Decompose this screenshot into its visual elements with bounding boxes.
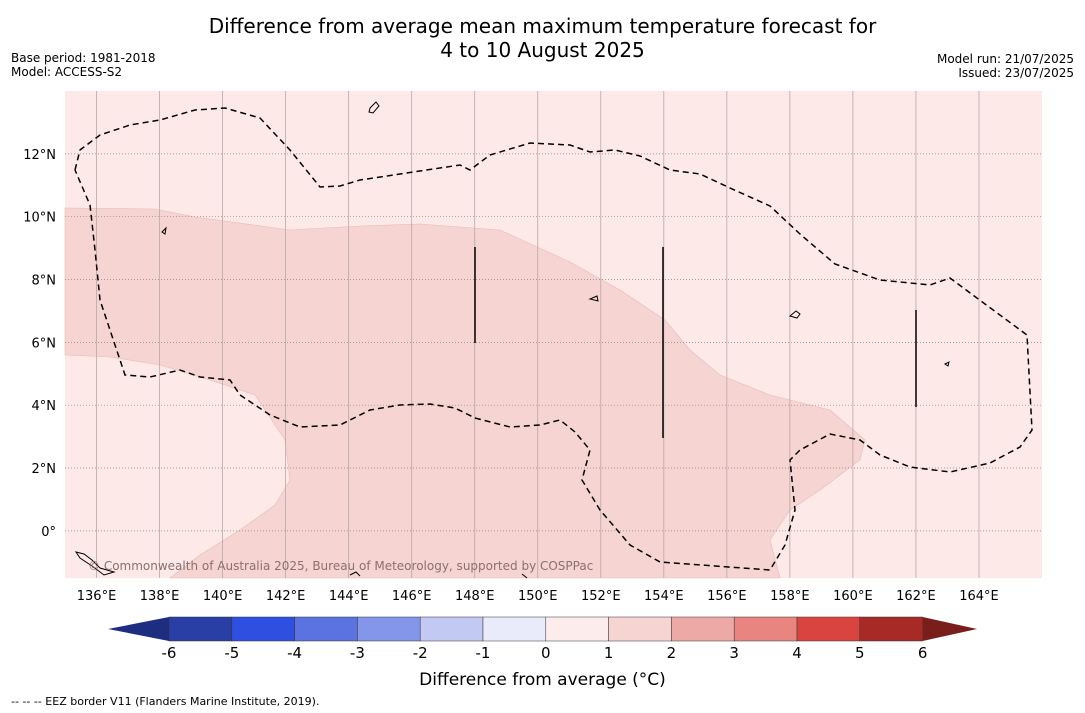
island-outline bbox=[944, 361, 950, 367]
longitude-tick-label: 156°E bbox=[707, 589, 747, 604]
colorbar-under-extend bbox=[108, 617, 169, 641]
title-line-1: Difference from average mean maximum tem… bbox=[208, 14, 877, 38]
longitude-tick-label: 142°E bbox=[266, 589, 306, 604]
base-period: Base period: 1981-2018 bbox=[11, 51, 156, 65]
longitude-tick-label: 138°E bbox=[140, 589, 180, 604]
boundary-lines bbox=[474, 247, 917, 438]
colorbar-tick-label: 5 bbox=[855, 644, 865, 662]
island-outline bbox=[74, 551, 116, 576]
model-name: Model: ACCESS-S2 bbox=[11, 65, 123, 79]
colorbar: -6 -5 -4 -3 -2 -1 0 1 2 3 4 5 6 bbox=[108, 616, 977, 662]
colorbar-tick-label: 1 bbox=[604, 644, 614, 662]
colorbar-swatch bbox=[796, 616, 861, 642]
longitude-tick-label: 162°E bbox=[896, 589, 936, 604]
latitude-tick-label: 4°N bbox=[32, 399, 57, 414]
colorbar-swatch bbox=[294, 616, 358, 642]
model-run: Model run: 21/07/2025 bbox=[936, 52, 1074, 66]
footnote: -- -- -- EEZ border V11 (Flanders Marine… bbox=[11, 695, 320, 708]
colorbar-swatch bbox=[482, 616, 547, 642]
colorbar-swatch bbox=[231, 616, 295, 642]
island-outline bbox=[521, 573, 528, 579]
longitude-tick-label: 146°E bbox=[392, 589, 432, 604]
island-outline bbox=[588, 295, 599, 302]
colorbar-swatch bbox=[168, 616, 233, 642]
island-outline bbox=[368, 101, 380, 114]
longitude-tick-label: 154°E bbox=[644, 589, 684, 604]
longitude-tick-label: 158°E bbox=[770, 589, 810, 604]
latitude-tick-label: 12°N bbox=[23, 148, 56, 163]
colorbar-tick-label: -4 bbox=[287, 644, 302, 662]
longitude-tick-label: 140°E bbox=[203, 589, 243, 604]
longitude-tick-label: 136°E bbox=[77, 589, 117, 604]
latitude-labels: 12°N 10°N 8°N 6°N 4°N 2°N 0° bbox=[23, 148, 56, 540]
issued-date: Issued: 23/07/2025 bbox=[958, 66, 1074, 80]
latitude-tick-label: 2°N bbox=[32, 462, 57, 477]
colorbar-tick-label: 2 bbox=[667, 644, 677, 662]
meta-left: Base period: 1981-2018 Model: ACCESS-S2 bbox=[11, 51, 156, 79]
colorbar-swatch bbox=[671, 616, 735, 642]
colorbar-swatch bbox=[608, 616, 672, 642]
island-outline bbox=[349, 571, 361, 577]
latitude-tick-label: 6°N bbox=[32, 336, 57, 351]
colorbar-swatch bbox=[733, 616, 798, 642]
colorbar-title: Difference from average (°C) bbox=[419, 670, 666, 690]
chart-title: Difference from average mean maximum tem… bbox=[0, 14, 1085, 62]
latitude-tick-label: 8°N bbox=[32, 274, 57, 289]
colorbar-tick-label: -1 bbox=[476, 644, 491, 662]
eez-border bbox=[74, 107, 1033, 571]
colorbar-swatch bbox=[419, 616, 484, 642]
colorbar-swatch bbox=[545, 616, 609, 642]
colorbar-over-extend bbox=[922, 617, 977, 641]
title-line-2: 4 to 10 August 2025 bbox=[440, 38, 645, 62]
islands bbox=[74, 101, 950, 579]
latitude-tick-label: 0° bbox=[41, 525, 56, 540]
longitude-tick-label: 160°E bbox=[833, 589, 873, 604]
colorbar-tick-label: -5 bbox=[224, 644, 239, 662]
colorbar-tick-label: -2 bbox=[413, 644, 428, 662]
longitude-tick-label: 144°E bbox=[329, 589, 369, 604]
island-outline bbox=[788, 310, 801, 319]
colorbar-tick-label: 0 bbox=[541, 644, 551, 662]
colorbar-swatch bbox=[859, 616, 923, 642]
colorbar-swatch bbox=[357, 616, 421, 642]
anomaly-region-1-2 bbox=[64, 207, 866, 579]
forecast-map: 136°E 138°E 140°E 142°E 144°E 146°E 148°E 150°E… bbox=[23, 91, 1042, 662]
colorbar-tick-label: 4 bbox=[792, 644, 802, 662]
colorbar-tick-label: 3 bbox=[729, 644, 739, 662]
colorbar-tick-label: -6 bbox=[162, 644, 177, 662]
meta-right: Model run: 21/07/2025 Issued: 23/07/2025 bbox=[937, 52, 1074, 80]
island-outline bbox=[161, 226, 167, 235]
longitude-labels: 136°E 138°E 140°E 142°E 144°E 146°E 148°E 150°E… bbox=[77, 589, 999, 604]
longitude-tick-label: 148°E bbox=[455, 589, 495, 604]
latitude-tick-label: 10°N bbox=[23, 211, 56, 226]
colorbar-tick-label: 6 bbox=[918, 644, 928, 662]
copyright-text: © Commonwealth of Australia 2025, Bureau… bbox=[88, 559, 593, 573]
longitude-tick-label: 150°E bbox=[518, 589, 558, 604]
longitude-tick-label: 152°E bbox=[581, 589, 621, 604]
longitude-tick-label: 164°E bbox=[959, 589, 999, 604]
colorbar-tick-label: -3 bbox=[350, 644, 365, 662]
